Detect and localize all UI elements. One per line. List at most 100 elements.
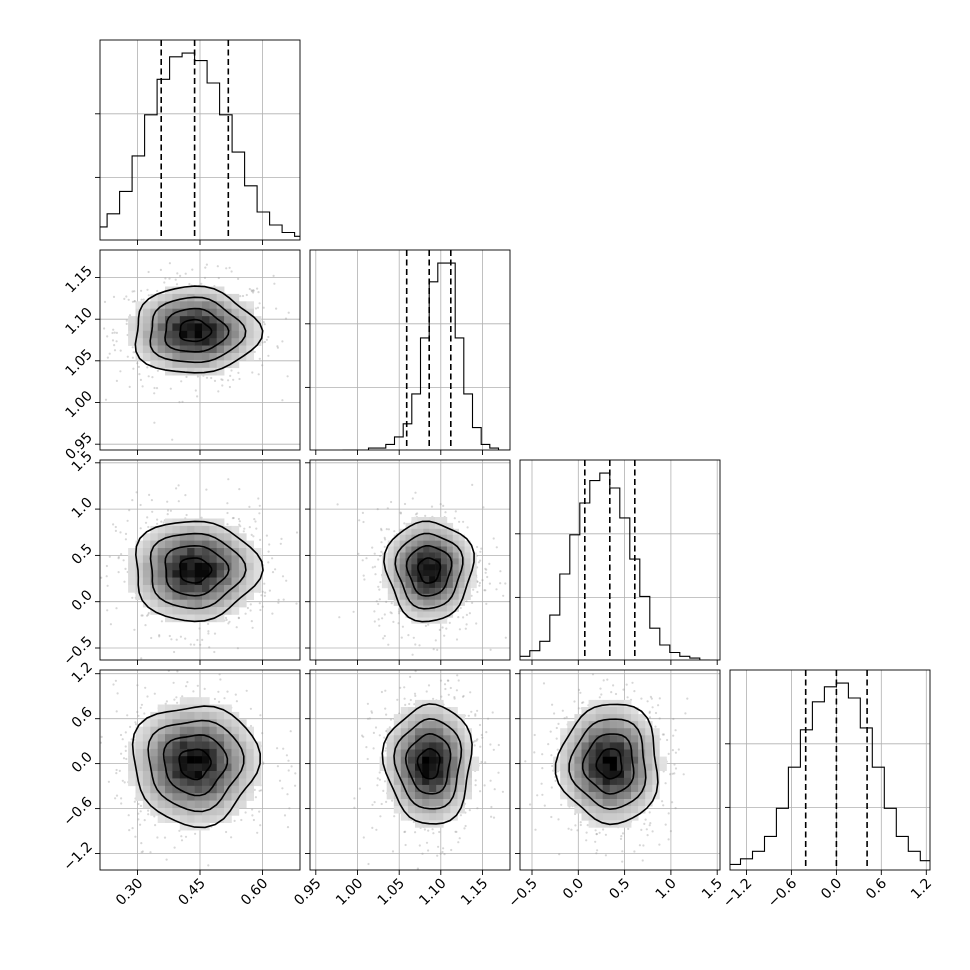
scatter-point [131,356,134,359]
density-cell [142,353,151,361]
density-cell [179,741,188,750]
scatter-point [137,818,140,821]
density-cell [187,607,195,615]
density-cell [405,558,412,565]
density-cell [142,316,151,324]
density-cell [224,585,232,593]
scatter-point [173,650,176,654]
scatter-point [489,648,492,651]
scatter-point [204,266,207,269]
density-cell [436,707,444,715]
density-cell [179,540,188,549]
density-cell [209,518,218,527]
density-cell [400,749,409,757]
scatter-point [261,341,264,344]
density-cell [387,558,394,565]
x-tick-label: 1.00 [333,876,366,909]
density-cell [441,617,448,624]
scatter-point [475,739,478,742]
density-cell [435,522,442,530]
density-cell [142,785,151,794]
density-cell [150,555,158,564]
scatter-point [411,497,414,500]
scatter-point [446,679,449,682]
density-cell [157,338,166,346]
scatter-point [250,290,254,293]
density-cell [157,711,166,720]
density-cell [457,714,465,722]
density-cell [231,800,240,809]
scatter-point [620,835,623,838]
scatter-point [252,291,255,294]
density-cell [202,548,210,556]
density-cell [405,528,412,535]
scatter-point [184,637,187,640]
scatter-point [165,858,168,861]
scatter-point [147,270,150,274]
y-tick-label: 1.10 [62,305,95,338]
scatter-point [479,745,482,748]
scatter-point [476,709,479,712]
density-cell [407,756,416,764]
scatter-point [194,389,197,392]
density-cell [429,611,436,618]
scatter-point [669,773,672,776]
density-cell [411,587,418,595]
density-cell [470,564,477,571]
density-cell [393,784,402,793]
scatter-point [432,697,435,700]
scatter-point [218,876,220,878]
scatter-point [399,512,402,515]
scatter-point [248,526,251,529]
scatter-point [374,726,378,729]
density-cell [179,793,188,801]
density-cell [194,711,203,720]
density-cell [179,525,188,534]
density-cell [253,756,262,764]
scatter-point [476,738,479,741]
scatter-point [114,679,117,682]
scatter-point [458,837,461,840]
scatter-point [259,538,262,541]
scatter-point [450,848,453,852]
scatter-point [175,283,179,286]
scatter-point [244,811,247,814]
scatter-point [317,308,319,310]
scatter-point [468,809,471,812]
density-cell [458,570,465,577]
scatter-point [627,827,630,830]
density-cell [386,742,395,750]
density-cell [429,763,437,771]
density-cell [457,799,465,807]
scatter-point [418,644,421,647]
scatter-point [378,624,381,627]
scatter-point [213,379,217,382]
scatter-point [376,784,379,787]
density-cell [458,546,465,553]
scatter-point [234,693,237,696]
scatter-point [371,803,374,806]
scatter-point [276,345,279,348]
scatter-point [137,365,140,368]
contour-2 [149,532,247,610]
scatter-point [385,747,388,750]
scatter-point [384,749,387,752]
density-cell [415,799,423,807]
density-cell [165,808,173,816]
scatter-point [390,500,393,504]
density-cell [458,582,465,589]
scatter-point [474,713,477,716]
density-cell [194,555,203,564]
scatter-point [261,590,264,593]
scatter-point [444,687,447,691]
scatter-point [555,737,558,740]
scatter-point [421,852,424,855]
scatter-point [283,814,287,817]
scatter-point [464,824,467,828]
scatter-point [464,627,467,630]
density-cell [429,813,437,821]
scatter-point [424,514,427,517]
scatter-point [196,375,199,378]
scatter-point [574,824,577,827]
